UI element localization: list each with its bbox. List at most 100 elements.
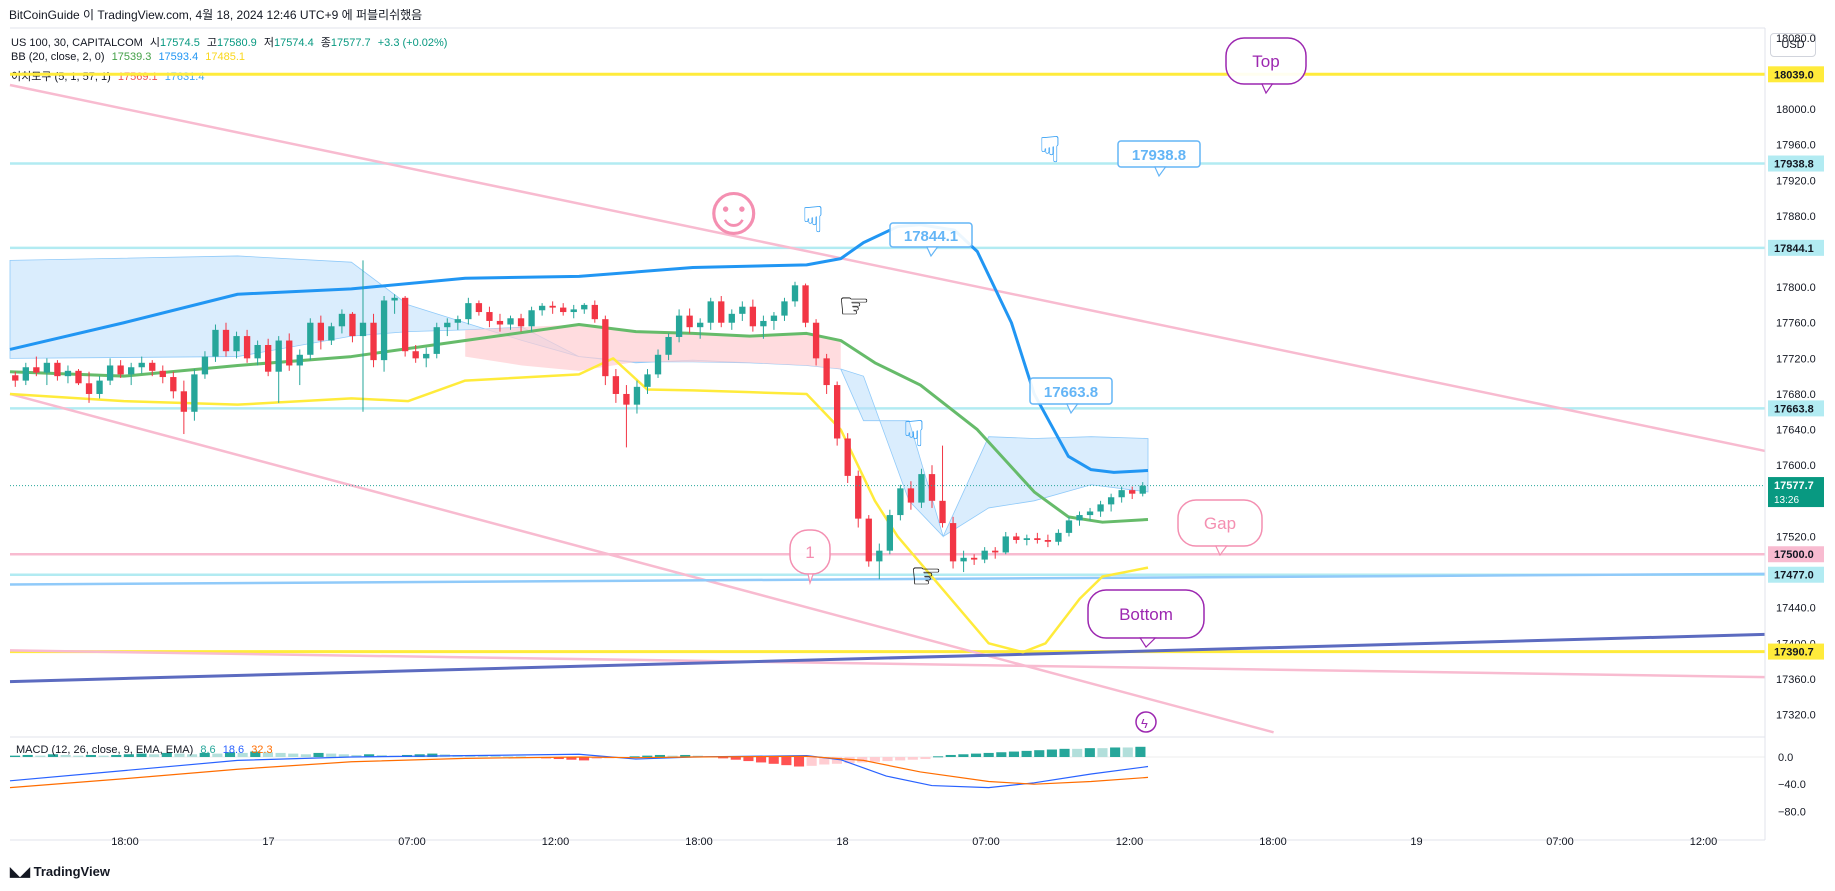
macd-hist-bar	[806, 757, 817, 766]
time-tick-label: 07:00	[1546, 836, 1574, 848]
candle-body	[886, 515, 894, 551]
candle	[886, 509, 894, 555]
candle	[296, 349, 303, 386]
bollinger-bands	[9, 223, 1149, 654]
candle	[349, 312, 356, 343]
macd-hist-bar	[553, 757, 564, 760]
candle-body	[549, 305, 556, 308]
candle	[412, 344, 419, 363]
currency-button[interactable]: USD	[1770, 33, 1816, 57]
macd-hist-bar	[970, 753, 982, 757]
candle	[1034, 532, 1041, 544]
candle-body	[254, 344, 261, 359]
candle-body	[412, 351, 419, 359]
candle	[675, 309, 683, 343]
candle	[517, 313, 525, 332]
candle-body	[1139, 485, 1146, 494]
candle	[970, 554, 978, 565]
candle-body	[665, 336, 672, 355]
symbol-name: US 100, 30, CAPITALCOM	[11, 37, 143, 49]
macd-hist-bar	[47, 754, 59, 757]
macd-hist-bar	[1072, 748, 1083, 757]
candle-body	[517, 318, 525, 327]
trend-line	[9, 392, 1274, 734]
callout-text: 17663.8	[1044, 384, 1098, 401]
macd-hist-bar	[1034, 750, 1045, 757]
macd-hist-bar	[1008, 751, 1020, 757]
low-label: 저	[263, 37, 274, 49]
candle-body	[117, 365, 124, 375]
candle	[591, 300, 598, 323]
macd-hist-bar	[477, 755, 488, 757]
callout-tail	[1153, 166, 1167, 178]
macd-hist-bar	[983, 752, 994, 757]
candle	[496, 313, 504, 332]
candle-body	[128, 367, 135, 375]
candle	[43, 358, 51, 386]
high-label: 고	[206, 37, 217, 49]
trend-line	[9, 632, 1766, 684]
candle-body	[855, 475, 862, 519]
candle-body	[1129, 490, 1136, 494]
candle-body	[359, 322, 367, 337]
callout-17663.8: 17663.8	[1029, 377, 1113, 415]
candle	[833, 381, 841, 446]
callout-top: Top	[1225, 37, 1307, 95]
price-label-text: 17390.7	[1774, 647, 1814, 659]
candle-body	[633, 386, 641, 405]
candle-body	[770, 315, 778, 321]
macd-hist-bar	[490, 755, 501, 757]
macd-tick-label: −40.0	[1778, 779, 1806, 791]
candle	[1044, 534, 1052, 548]
candle-body	[222, 329, 230, 352]
candle	[423, 347, 430, 368]
time-tick-label: 07:00	[972, 836, 1000, 848]
candle	[12, 371, 19, 387]
symbol-legend[interactable]: US 100, 30, CAPITALCOM 시17574.5 고17580.9…	[11, 34, 451, 50]
candle-body	[865, 518, 872, 562]
candle-body	[212, 329, 219, 357]
macd-pane: 0.0 −40.0 −80.0	[9, 746, 1806, 818]
time-tick-label: 19	[1410, 836, 1422, 848]
candle-body	[180, 391, 188, 412]
macd-legend[interactable]: MACD (12, 26, close, 9, EMA, EMA) 8.6 18…	[16, 744, 277, 756]
price-tick-label: 17600.0	[1776, 460, 1816, 472]
tradingview-logo[interactable]: ◣◢ TradingView	[10, 864, 110, 880]
macd-hist-bar	[718, 757, 729, 759]
price-label-bg	[1768, 239, 1824, 256]
candle-body	[75, 370, 82, 384]
macd-hist-bar	[768, 757, 779, 764]
time-tick-label: 18	[836, 836, 848, 848]
macd-hist-bar	[831, 757, 843, 764]
time-tick-label: 12:00	[542, 836, 570, 848]
bb-label: BB (20, close, 2, 0)	[11, 51, 105, 63]
tv-logo-icon: ◣◢	[10, 864, 34, 879]
candle-body	[243, 336, 251, 359]
candle-body	[12, 375, 19, 381]
candle-body	[391, 297, 398, 301]
time-tick-label: 18:00	[1259, 836, 1287, 848]
candle-body	[191, 374, 198, 412]
candle	[454, 315, 461, 330]
candle	[1002, 531, 1009, 555]
macd-hist-bar	[743, 757, 754, 762]
macd-label: MACD (12, 26, close, 9, EMA, EMA)	[16, 744, 194, 756]
pointing-hand-down-icon: ☟	[1039, 129, 1061, 170]
trend-lines	[9, 83, 1766, 734]
macd-hist-bar	[844, 757, 855, 764]
price-label-text: 17938.8	[1774, 159, 1814, 171]
candle-body	[338, 313, 346, 327]
candle	[64, 365, 72, 384]
macd-hist-bar	[642, 755, 653, 757]
candle-body	[686, 315, 693, 328]
pointing-hand-right-icon: ☞	[910, 555, 942, 596]
callout-tail	[925, 246, 939, 258]
candle	[1065, 516, 1073, 537]
candle	[718, 296, 725, 328]
candle-body	[1013, 536, 1020, 540]
bb-legend[interactable]: BB (20, close, 2, 0) 17539.3 17593.4 174…	[11, 51, 249, 63]
candle	[697, 318, 704, 339]
candle	[275, 336, 282, 403]
candle-body	[1065, 520, 1073, 533]
